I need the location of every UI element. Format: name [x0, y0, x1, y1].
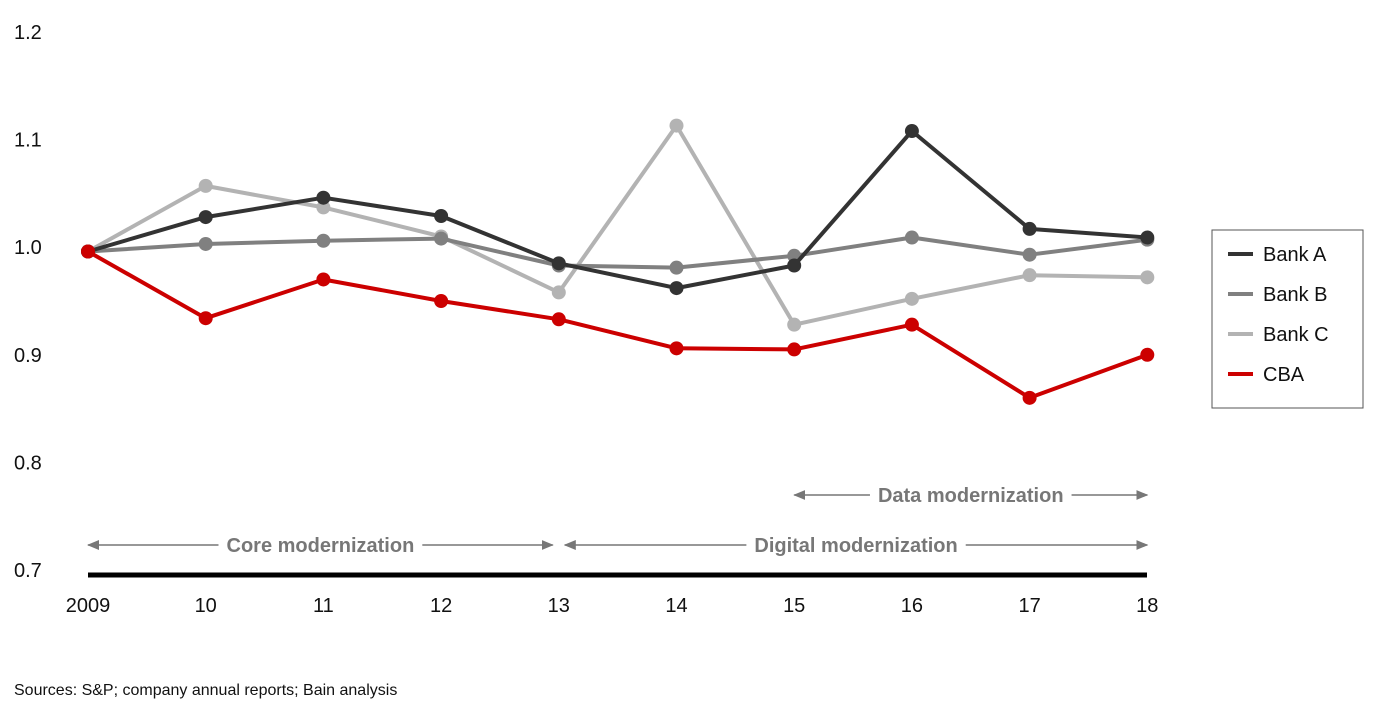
- data-point-bank-a: [434, 208, 449, 223]
- legend-label-bank-a: Bank A: [1263, 244, 1327, 266]
- series-bank-a: [81, 123, 1155, 296]
- series-line-bank-c: [87, 123, 1148, 327]
- period-annotation: Digital modernization: [563, 535, 1149, 557]
- y-tick-label: 1.1: [14, 130, 42, 152]
- data-point-bank-c: [551, 285, 566, 300]
- source-note: Sources: S&P; company annual reports; Ba…: [14, 682, 398, 699]
- data-point-bank-b: [434, 231, 449, 246]
- data-point-bank-b: [669, 260, 684, 275]
- series-layer: [81, 118, 1155, 405]
- x-tick-label: 12: [430, 595, 452, 617]
- data-point-bank-a: [551, 256, 566, 271]
- y-tick-label: 0.7: [14, 560, 42, 582]
- data-point-bank-c: [669, 118, 684, 133]
- series-line-bank-a: [87, 129, 1148, 291]
- data-point-cba: [198, 311, 213, 326]
- data-point-cba: [551, 312, 566, 327]
- x-axis-ticks: 2009 10 11 12 13 14 15 16 17 18: [66, 595, 1159, 617]
- x-tick-label: 15: [783, 595, 805, 617]
- data-point-cba: [1022, 390, 1037, 405]
- x-tick-label: 18: [1136, 595, 1158, 617]
- data-point-bank-a: [787, 258, 802, 273]
- series-line-bank-b: [87, 235, 1148, 270]
- series-bank-b: [81, 230, 1155, 275]
- period-annotation: Data modernization: [793, 485, 1149, 507]
- period-annotations: Core modernization Digital modernization D…: [87, 485, 1149, 557]
- x-tick-label: 17: [1018, 595, 1040, 617]
- y-tick-label: 0.9: [14, 345, 42, 367]
- data-point-bank-c: [787, 317, 802, 332]
- x-tick-label: 14: [665, 595, 687, 617]
- x-tick-label: 16: [901, 595, 923, 617]
- data-point-bank-a: [904, 123, 919, 138]
- data-point-cba: [787, 342, 802, 357]
- series-line-cba: [87, 249, 1148, 400]
- data-point-bank-b: [904, 230, 919, 245]
- legend-label-bank-b: Bank B: [1263, 284, 1327, 306]
- series-cba: [81, 244, 1155, 405]
- data-point-bank-c: [316, 200, 331, 215]
- legend: Bank A Bank B Bank C CBA: [1211, 229, 1364, 409]
- x-tick-label: 13: [548, 595, 570, 617]
- data-point-cba: [434, 294, 449, 308]
- legend-label-cba: CBA: [1263, 364, 1305, 386]
- legend-box: [1211, 229, 1364, 409]
- data-point-cba: [904, 317, 919, 332]
- period-label: Core modernization: [227, 535, 415, 557]
- data-point-bank-a: [1140, 230, 1155, 245]
- y-tick-label: 0.8: [14, 452, 42, 474]
- data-point-bank-a: [198, 210, 213, 225]
- x-tick-label: 11: [313, 595, 334, 617]
- y-axis-ticks: 0.7 0.8 0.9 1.0 1.1 1.2: [14, 22, 42, 582]
- data-point-cba: [81, 244, 95, 259]
- data-point-cba: [1140, 347, 1155, 362]
- data-point-cba: [669, 341, 684, 356]
- x-tick-label: 10: [195, 595, 217, 617]
- y-tick-label: 1.0: [14, 237, 42, 259]
- data-point-bank-c: [904, 291, 919, 306]
- data-point-bank-c: [198, 178, 213, 193]
- data-point-bank-b: [1022, 247, 1037, 262]
- data-point-bank-c: [1022, 268, 1037, 283]
- data-point-bank-b: [316, 233, 331, 248]
- x-tick-label: 2009: [66, 595, 111, 617]
- period-label: Data modernization: [878, 485, 1064, 507]
- data-point-bank-a: [1022, 221, 1037, 236]
- data-point-cba: [316, 272, 331, 287]
- data-point-bank-a: [669, 281, 684, 296]
- period-annotation: Core modernization: [87, 535, 554, 557]
- data-point-bank-a: [316, 190, 331, 205]
- data-point-bank-b: [198, 236, 213, 251]
- y-tick-label: 1.2: [14, 22, 42, 44]
- data-point-bank-c: [1140, 270, 1155, 285]
- legend-label-bank-c: Bank C: [1263, 324, 1329, 346]
- series-bank-c: [81, 118, 1155, 332]
- period-label: Digital modernization: [754, 535, 957, 557]
